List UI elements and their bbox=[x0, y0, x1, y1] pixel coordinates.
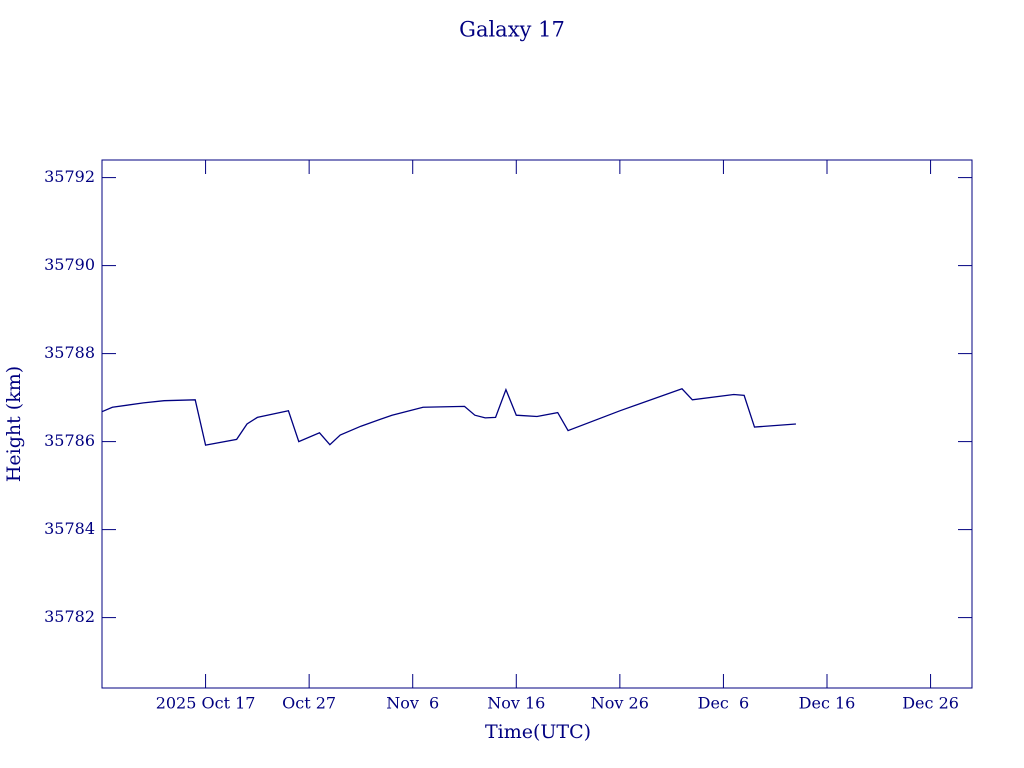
y-tick-label: 35788 bbox=[44, 343, 95, 362]
y-tick-label: 35786 bbox=[44, 431, 95, 450]
x-tick-label: Dec 16 bbox=[799, 694, 856, 713]
x-tick-label: Dec 6 bbox=[698, 694, 750, 713]
x-tick-label: Dec 26 bbox=[902, 694, 959, 713]
x-tick-label: 2025 Oct 17 bbox=[156, 694, 256, 713]
y-tick-label: 35790 bbox=[44, 255, 95, 274]
x-tick-label: Nov 26 bbox=[591, 694, 649, 713]
x-tick-label: Oct 27 bbox=[282, 694, 336, 713]
y-tick-label: 35782 bbox=[44, 607, 95, 626]
y-tick-label: 35792 bbox=[44, 167, 95, 186]
y-axis-label: Height (km) bbox=[3, 366, 25, 482]
x-tick-label: Nov 16 bbox=[487, 694, 545, 713]
plot-frame bbox=[101, 159, 973, 689]
x-tick-label: Nov 6 bbox=[386, 694, 439, 713]
y-tick-label: 35784 bbox=[44, 519, 95, 538]
data-line bbox=[101, 387, 796, 446]
chart-title: Galaxy 17 bbox=[459, 18, 565, 42]
x-axis-label: Time(UTC) bbox=[485, 721, 591, 743]
